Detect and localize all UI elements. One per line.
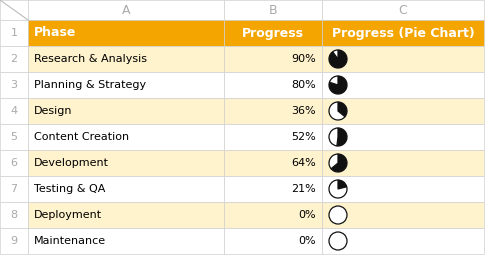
Bar — [28, 150, 224, 176]
Text: 52%: 52% — [291, 132, 316, 142]
Text: B: B — [269, 3, 277, 16]
Bar — [224, 202, 322, 228]
Text: 1: 1 — [11, 28, 18, 38]
Bar — [224, 176, 322, 202]
Text: Research & Analysis: Research & Analysis — [34, 54, 147, 64]
Text: Progress (Pie Chart): Progress (Pie Chart) — [332, 27, 474, 39]
Bar — [0, 20, 28, 46]
Bar — [28, 46, 224, 72]
Text: A: A — [122, 3, 130, 16]
Bar — [322, 72, 484, 98]
Wedge shape — [329, 76, 347, 94]
Bar — [224, 124, 322, 150]
Bar — [0, 202, 28, 228]
Bar — [322, 176, 484, 202]
Bar — [322, 150, 484, 176]
Text: 2: 2 — [11, 54, 18, 64]
Bar — [0, 176, 28, 202]
Wedge shape — [333, 50, 338, 59]
Bar — [28, 20, 224, 46]
Bar — [224, 0, 322, 20]
Bar — [0, 150, 28, 176]
Bar — [28, 72, 224, 98]
Bar — [28, 202, 224, 228]
Wedge shape — [331, 154, 347, 172]
Text: 8: 8 — [11, 210, 18, 220]
Text: Maintenance: Maintenance — [34, 236, 106, 246]
Circle shape — [329, 232, 347, 250]
Bar — [224, 46, 322, 72]
Wedge shape — [329, 128, 338, 146]
Wedge shape — [338, 102, 347, 117]
Bar — [0, 72, 28, 98]
Text: 4: 4 — [11, 106, 18, 116]
Text: 36%: 36% — [291, 106, 316, 116]
Bar — [28, 124, 224, 150]
Bar — [28, 228, 224, 254]
Wedge shape — [329, 154, 338, 169]
Bar — [0, 124, 28, 150]
Text: Planning & Strategy: Planning & Strategy — [34, 80, 146, 90]
Bar — [224, 150, 322, 176]
Text: Progress: Progress — [242, 27, 304, 39]
Text: Phase: Phase — [34, 27, 77, 39]
Text: 21%: 21% — [291, 184, 316, 194]
Text: 3: 3 — [11, 80, 18, 90]
Wedge shape — [329, 50, 347, 68]
Bar — [28, 0, 224, 20]
Wedge shape — [330, 76, 338, 85]
Bar — [322, 98, 484, 124]
Bar — [322, 20, 484, 46]
Bar — [28, 176, 224, 202]
Text: C: C — [399, 3, 407, 16]
Text: 64%: 64% — [291, 158, 316, 168]
Wedge shape — [329, 102, 345, 120]
Bar — [224, 228, 322, 254]
Text: Deployment: Deployment — [34, 210, 102, 220]
Bar — [224, 20, 322, 46]
Bar — [28, 98, 224, 124]
Bar — [0, 46, 28, 72]
Wedge shape — [338, 180, 347, 189]
Text: 0%: 0% — [298, 210, 316, 220]
Circle shape — [329, 206, 347, 224]
Bar — [322, 228, 484, 254]
Text: 5: 5 — [11, 132, 18, 142]
Bar — [322, 202, 484, 228]
Text: 0%: 0% — [298, 236, 316, 246]
Text: Development: Development — [34, 158, 109, 168]
Text: Content Creation: Content Creation — [34, 132, 129, 142]
Text: Testing & QA: Testing & QA — [34, 184, 105, 194]
Text: 7: 7 — [11, 184, 18, 194]
Text: 80%: 80% — [291, 80, 316, 90]
Bar — [322, 124, 484, 150]
Bar — [322, 46, 484, 72]
Bar — [224, 98, 322, 124]
Bar — [0, 98, 28, 124]
Wedge shape — [337, 128, 347, 146]
Bar — [224, 72, 322, 98]
Bar — [322, 0, 484, 20]
Text: 6: 6 — [11, 158, 18, 168]
Text: 90%: 90% — [291, 54, 316, 64]
Text: 9: 9 — [11, 236, 18, 246]
Wedge shape — [329, 180, 347, 198]
Bar — [0, 0, 28, 20]
Text: Design: Design — [34, 106, 73, 116]
Bar — [0, 228, 28, 254]
